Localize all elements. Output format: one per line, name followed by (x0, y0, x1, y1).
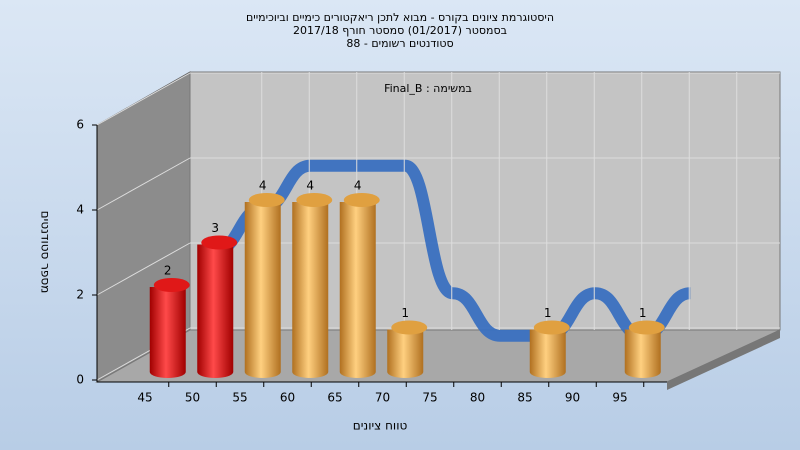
bar (197, 235, 238, 378)
bar-body (292, 202, 329, 378)
bar-body (244, 202, 281, 378)
x-tick-label: 80 (470, 391, 485, 405)
x-tick-label: 95 (612, 391, 627, 405)
bar (624, 320, 665, 378)
bar-top (533, 320, 570, 335)
y-tick-label: 2 (76, 288, 84, 302)
value-label: 4 (354, 179, 362, 193)
title-line: בסמסטר (01/2017) סמסטר חורף 2017/18 (293, 24, 507, 37)
x-tick-label: 50 (185, 391, 200, 405)
grid-line (96, 72, 191, 126)
y-tick-label: 0 (76, 373, 84, 387)
value-label: 2 (164, 264, 172, 278)
annotation: במשימה : Final_B (384, 82, 472, 95)
grid-line (96, 242, 191, 296)
x-tick-label: 70 (375, 391, 390, 405)
x-tick-label: 90 (565, 391, 580, 405)
floor-edge (667, 330, 780, 390)
value-label: 1 (544, 306, 552, 320)
x-tick-label: 55 (232, 391, 247, 405)
title-line: היסטוגרמת ציונים בקורס - מבוא לתכן ריאקט… (246, 11, 554, 24)
x-axis-label: טווח ציונים (353, 419, 408, 433)
bar-body (339, 202, 376, 378)
value-label: 4 (259, 179, 267, 193)
bar-body (624, 329, 661, 378)
bar (149, 278, 190, 378)
series-line (214, 159, 692, 342)
bar-top (248, 193, 285, 207)
bar-top (153, 278, 190, 292)
grid-line (96, 157, 191, 211)
bar-body (149, 287, 186, 378)
back-wall (189, 71, 781, 331)
x-tick-label: 65 (327, 391, 342, 405)
bar (244, 193, 285, 378)
y-tick-label: 4 (76, 203, 84, 217)
bar (339, 193, 380, 378)
y-axis-label: מספר סטודנטים (39, 211, 53, 294)
value-label: 3 (211, 221, 219, 235)
bar-top (391, 320, 428, 335)
bar (292, 193, 333, 378)
bar-body (529, 329, 566, 378)
bar-top (343, 193, 380, 207)
bar (387, 320, 428, 378)
plot: 0 2 4 6 45 2 50 3 55 4 60 4 65 4 70 1 75 80 85 1 90 95 1 (76, 72, 780, 405)
x-tick-label: 75 (422, 391, 437, 405)
value-label: 1 (639, 306, 647, 320)
bar-top (628, 320, 665, 335)
bar-body (197, 244, 234, 378)
y-tick-label: 6 (76, 118, 84, 132)
bar-top (201, 235, 238, 250)
bar (529, 320, 570, 378)
x-tick-label: 85 (517, 391, 532, 405)
title-line: סטודנטים רשומים - 88 (346, 37, 453, 50)
x-tick-label: 45 (137, 391, 152, 405)
bar-body (387, 329, 424, 378)
value-label: 1 (401, 306, 409, 320)
value-label: 4 (306, 179, 314, 193)
bar-top (296, 193, 333, 207)
x-tick-label: 60 (280, 391, 295, 405)
